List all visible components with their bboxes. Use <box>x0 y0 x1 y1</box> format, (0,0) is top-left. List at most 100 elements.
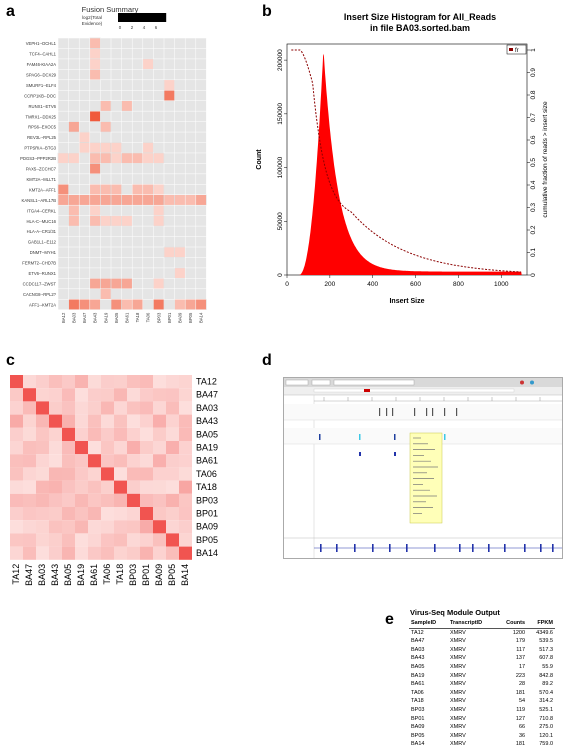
correlation-cell <box>36 401 49 415</box>
correlation-row-label: BA14 <box>196 548 218 558</box>
panel-label-b: b <box>262 3 272 20</box>
correlation-cell <box>153 520 166 534</box>
heatmap-cell <box>89 48 101 60</box>
table-header-cell: SampleID <box>409 619 448 629</box>
correlation-cell <box>166 467 179 481</box>
y2-tick-label: 0.6 <box>530 135 537 144</box>
legend-swatch <box>509 48 513 51</box>
heatmap-cell <box>89 204 101 216</box>
heatmap-cell <box>100 121 112 133</box>
correlation-cell <box>153 375 166 389</box>
fusion-col-label: BP05 <box>188 312 193 323</box>
correlation-cell <box>127 388 140 402</box>
correlation-cell <box>166 414 179 428</box>
table-row: BA47 XMRV 179 539.5 <box>409 637 555 646</box>
correlation-cell <box>49 427 62 441</box>
fusion-row-label: SMURF1--ELF4 <box>26 83 57 88</box>
y2-tick-label: 1 <box>530 48 537 52</box>
correlation-cell <box>49 493 62 507</box>
correlation-cell <box>75 533 88 547</box>
heatmap-cell <box>110 194 122 206</box>
histogram-plot: 0 200 400 600 800 1000 Insert Size 0 50000 100000… <box>256 43 549 305</box>
table-cell: 120.1 <box>539 732 553 739</box>
histogram-area <box>298 53 522 276</box>
correlation-row-labels: TA12 BA47 BA03 BA43 BA05 BA19 BA61 TA06 TA18 BP03… <box>196 377 218 559</box>
heatmap-cell <box>153 194 165 206</box>
fusion-row-label: FAM46-KIAA2A <box>27 62 57 67</box>
heatmap-cell <box>68 299 80 310</box>
igv-exon <box>354 544 356 552</box>
igv-coverage-bar <box>414 408 416 416</box>
correlation-cell <box>75 414 88 428</box>
correlation-col-label: BA47 <box>24 564 34 586</box>
heatmap-cell <box>110 278 122 290</box>
heatmap-cell <box>131 184 143 195</box>
correlation-cell <box>140 546 153 560</box>
correlation-row-label: BA61 <box>196 456 218 466</box>
heatmap-cell <box>121 278 133 290</box>
table-cell: TA18 <box>411 698 424 705</box>
table-cell: BA43 <box>411 655 425 662</box>
correlation-cell <box>88 441 101 455</box>
heatmap-cell <box>142 58 154 70</box>
correlation-cell <box>153 480 166 494</box>
heatmap-cell <box>78 142 90 154</box>
correlation-cell <box>88 375 101 389</box>
fusion-row-label: FERMT2--CHD7B <box>22 261 56 266</box>
igv-exon <box>336 544 338 552</box>
heatmap-cell <box>131 194 143 206</box>
correlation-cell <box>10 441 23 455</box>
correlation-cell <box>36 375 49 389</box>
correlation-cell <box>88 533 101 547</box>
correlation-cell <box>88 507 101 521</box>
correlation-cell <box>166 533 179 547</box>
correlation-cell <box>127 401 140 415</box>
heatmap-cell <box>163 90 175 101</box>
correlation-cell <box>179 388 192 402</box>
fusion-col-label: BA14 <box>199 312 204 323</box>
igv-exon <box>504 544 506 552</box>
correlation-cell <box>75 454 88 468</box>
y2-tick-label: 0.7 <box>530 113 537 122</box>
y-axis-label: Count <box>256 149 263 170</box>
table-cell: 525.1 <box>539 706 553 713</box>
heatmap-cell <box>110 142 122 154</box>
igv-popup-lines <box>413 437 438 514</box>
y-tick-label: 100000 <box>277 156 284 178</box>
correlation-cell <box>88 454 101 468</box>
correlation-cell <box>179 427 192 441</box>
heatmap-cell <box>89 142 101 154</box>
table-cell: 1200 <box>512 629 526 636</box>
correlation-cell <box>127 507 140 521</box>
correlation-cell <box>153 441 166 455</box>
correlation-cell <box>140 441 153 455</box>
table-row: TA18 XMRV 54 314.2 <box>409 697 555 706</box>
fusion-row-label: ITGA4--CERKL <box>27 208 57 213</box>
correlation-cell <box>140 480 153 494</box>
table-row: BA43 XMRV 137 607.8 <box>409 654 555 663</box>
correlation-cell <box>166 493 179 507</box>
heatmap-cell <box>100 215 112 227</box>
heatmap-cell <box>163 79 175 91</box>
correlation-cell <box>127 480 140 494</box>
correlation-cell <box>179 467 192 481</box>
virus-seq-table: SampleID TranscriptID Counts FPKM TA12 XMRV 1… <box>409 619 555 749</box>
heatmap-cell <box>100 184 112 195</box>
correlation-col-label: BA61 <box>89 564 99 586</box>
legend-gradient-step <box>146 13 151 22</box>
legend-gradient-step <box>134 13 139 22</box>
fusion-row-label: DNMT--MYH1 <box>30 250 57 255</box>
correlation-cell <box>114 546 127 560</box>
correlation-cell <box>10 467 23 481</box>
legend-label: fr <box>515 48 519 54</box>
table-header-cell: TranscriptID <box>447 619 497 629</box>
correlation-row-label: TA18 <box>196 482 217 492</box>
correlation-row-label: BP05 <box>196 535 218 545</box>
correlation-cell <box>166 507 179 521</box>
correlation-cell <box>101 388 114 402</box>
heatmap-cell <box>110 184 122 195</box>
correlation-grid <box>10 375 192 560</box>
table-cell: 181 <box>515 741 526 748</box>
table-cell: BA03 <box>411 646 425 653</box>
fusion-row-label: CCDC117--ZWST <box>23 281 57 286</box>
